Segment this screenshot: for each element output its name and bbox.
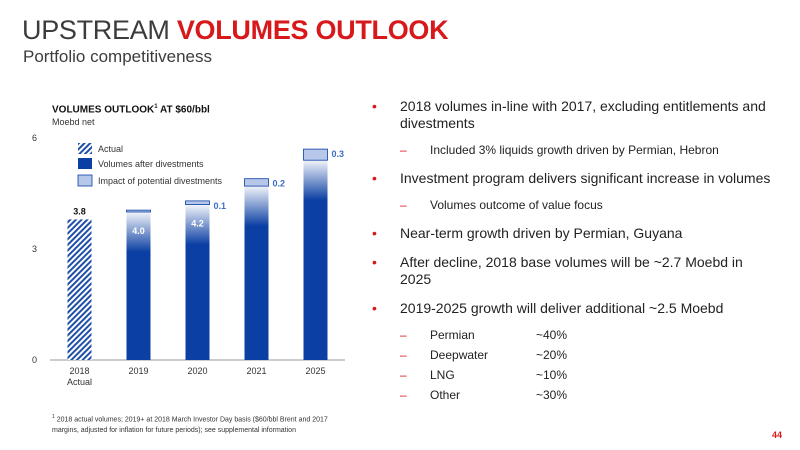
page-title: UPSTREAM VOLUMES OUTLOOK (22, 14, 449, 46)
bullet-text: 2019-2025 growth will deliver additional… (400, 300, 724, 316)
chart-title: VOLUMES OUTLOOK1 AT $60/bbl (52, 104, 210, 115)
data-label: 4.2 (191, 219, 204, 229)
bar-volumes-fade (185, 204, 210, 245)
growth-value: ~40% (536, 328, 568, 342)
dash-icon: – (400, 348, 407, 362)
legend-divestments-label: Impact of potential divestments (98, 176, 223, 186)
sub-bullet-item: – Included 3% liquids growth driven by Pe… (372, 142, 772, 158)
legend-volumes-label: Volumes after divestments (98, 159, 204, 169)
bar-volumes-fade (126, 212, 151, 252)
sub-bullet-text: Volumes outcome of value focus (430, 198, 603, 212)
data-label: 4.0 (132, 226, 145, 236)
bar-divestment-impact (303, 148, 328, 161)
chart-title-text: VOLUMES OUTLOOK (52, 104, 155, 116)
legend-actual-swatch (78, 143, 92, 154)
bullet-item: • 2019-2025 growth will deliver additiona… (372, 300, 772, 317)
growth-name: Other (430, 388, 461, 402)
dash-icon: – (400, 388, 407, 402)
y-tick-label: 6 (32, 133, 37, 143)
bullet-dot-icon: • (372, 98, 377, 114)
growth-value: ~10% (536, 368, 568, 382)
title-part-1: UPSTREAM (22, 15, 170, 45)
x-tick-label: 2019 (128, 366, 148, 376)
growth-row-other: – Other ~30% (372, 387, 772, 403)
growth-row-permian: – Permian ~40% (372, 327, 772, 343)
x-tick-label: 2025 (305, 366, 325, 376)
footnote-sup: 1 (52, 414, 55, 420)
dash-icon: – (400, 198, 407, 212)
sub-bullet-item: – Volumes outcome of value focus (372, 197, 772, 213)
chart-y-unit: Moebd net (52, 117, 95, 127)
bullet-text: Near-term growth driven by Permian, Guya… (400, 225, 683, 241)
page-number: 44 (771, 430, 782, 440)
bar-volumes-fade (303, 160, 328, 201)
bullet-dot-icon: • (372, 254, 377, 270)
growth-name: LNG (430, 368, 455, 382)
sub-bullet-text: Included 3% liquids growth driven by Per… (430, 143, 719, 157)
page-subtitle: Portfolio competitiveness (23, 47, 212, 66)
x-tick-label: 2018 (69, 366, 89, 376)
data-label: 0.3 (332, 149, 345, 159)
y-tick-label: 0 (32, 355, 37, 365)
x-tick-label: 2021 (246, 366, 266, 376)
growth-name: Deepwater (430, 348, 489, 362)
bar-volumes-fade (244, 186, 269, 227)
bar-divestment-impact (126, 209, 151, 213)
bar-divestment-impact (185, 200, 210, 205)
legend-volumes-swatch (78, 158, 92, 169)
dash-icon: – (400, 328, 407, 342)
bullet-dot-icon: • (372, 300, 377, 316)
footnote: 1 2018 actual volumes; 2019+ at 2018 Mar… (52, 412, 342, 436)
data-label: 3.8 (73, 206, 86, 216)
chart-title-suffix: AT $60/bbl (160, 104, 210, 116)
bullet-text: After decline, 2018 base volumes will be… (400, 254, 743, 287)
x-tick-label: 2020 (187, 366, 207, 376)
growth-value: ~30% (536, 388, 568, 402)
bullet-text: Investment program delivers significant … (400, 170, 771, 186)
x-tick-sublabel: Actual (67, 377, 92, 387)
bar-actual (67, 219, 92, 360)
bullet-item: • Near-term growth driven by Permian, Guy… (372, 225, 772, 242)
dash-icon: – (400, 143, 407, 157)
bullet-text: 2018 volumes in-line with 2017, excludin… (400, 98, 766, 131)
legend-divestments-swatch (77, 174, 93, 187)
growth-name: Permian (430, 328, 475, 342)
growth-row-deepwater: – Deepwater ~20% (372, 347, 772, 363)
data-label: 0.1 (214, 201, 227, 211)
y-tick-label: 3 (32, 244, 37, 254)
bar-divestment-impact (244, 178, 269, 187)
bullet-item: • After decline, 2018 base volumes will b… (372, 254, 772, 288)
data-label: 0.2 (273, 179, 286, 189)
dash-icon: – (400, 368, 407, 382)
growth-value: ~20% (536, 348, 568, 362)
bullet-list: • 2018 volumes in-line with 2017, excludi… (372, 98, 772, 403)
growth-row-lng: – LNG ~10% (372, 367, 772, 383)
title-part-2: VOLUMES OUTLOOK (176, 15, 449, 45)
footnote-text: 2018 actual volumes; 2019+ at 2018 March… (52, 416, 328, 435)
legend-actual-label: Actual (98, 144, 123, 154)
chart-plot-area: 0362018Actual3.820194.020204.20.120210.2… (32, 133, 345, 387)
bullet-item: • 2018 volumes in-line with 2017, excludi… (372, 98, 772, 132)
bullet-item: • Investment program delivers significant… (372, 170, 772, 187)
bullet-dot-icon: • (372, 170, 377, 186)
chart-title-sup: 1 (154, 104, 158, 110)
bullet-dot-icon: • (372, 225, 377, 241)
